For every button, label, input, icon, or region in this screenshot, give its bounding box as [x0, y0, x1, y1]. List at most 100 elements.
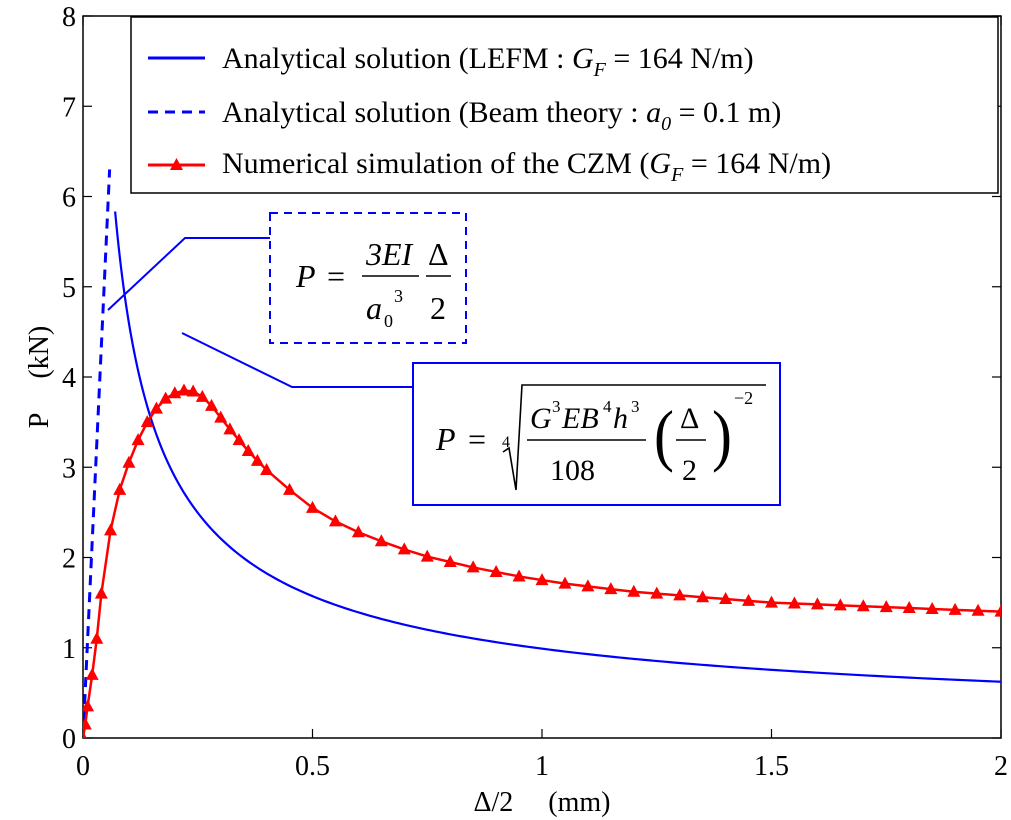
czm-marker [650, 586, 664, 599]
y-tick-label: 1 [62, 634, 76, 665]
beam-formula-eq: = [327, 258, 345, 294]
czm-marker [283, 482, 297, 495]
czm-marker [131, 433, 145, 446]
czm-marker [397, 542, 411, 555]
beam-formula-den-a: a [366, 290, 382, 326]
lefm-formula-two: 2 [682, 454, 697, 487]
y-tick-label: 7 [62, 92, 76, 123]
beam-formula-den-sub: 0 [384, 311, 393, 331]
series-beam-line [83, 169, 112, 738]
beam-formula-two: 2 [430, 290, 446, 326]
y-tick-label: 3 [62, 453, 76, 484]
lefm-formula-lparen: ( [654, 396, 674, 474]
czm-marker [420, 549, 434, 562]
y-tick-label: 4 [62, 363, 76, 394]
czm-marker [535, 573, 549, 586]
czm-marker [787, 596, 801, 609]
legend-label-lefm: Analytical solution (LEFM : GF = 164 N/m… [222, 42, 754, 81]
czm-marker [925, 601, 939, 614]
y-tick-label: 0 [62, 724, 76, 755]
beam-formula-box: P = 3EI a 0 3 Δ 2 [269, 212, 467, 344]
czm-marker [673, 588, 687, 601]
czm-marker [159, 391, 173, 404]
czm-marker [223, 422, 237, 435]
czm-marker [374, 534, 388, 547]
legend-label-czm-tail: = 164 N/m) [683, 147, 831, 180]
czm-marker [177, 383, 191, 396]
czm-marker [232, 433, 246, 446]
czm-marker [994, 604, 1001, 617]
legend-label-beam-main: Analytical solution (Beam theory : [222, 96, 646, 129]
x-axis-label: Δ/2 (mm) [474, 787, 611, 818]
czm-marker [85, 667, 99, 680]
y-axis-label: P (kN) [24, 326, 55, 428]
czm-marker [195, 389, 209, 402]
czm-marker [83, 731, 87, 738]
legend-swatch-czm-marker [170, 158, 183, 170]
y-tick-label: 6 [62, 183, 76, 214]
czm-marker [810, 597, 824, 610]
czm-marker [948, 602, 962, 615]
lefm-leader-line [181, 332, 413, 388]
beam-leader-line [107, 237, 270, 311]
czm-marker [94, 586, 108, 599]
legend-label-czm-sub: F [670, 164, 684, 186]
lefm-formula-b-exp: 4 [603, 397, 612, 416]
czm-marker [604, 582, 618, 595]
legend-label-czm: Numerical simulation of the CZM (GF = 16… [222, 147, 831, 186]
beam-formula-delta: Δ [428, 236, 449, 272]
lefm-formula-delta: Δ [680, 402, 699, 435]
czm-marker [241, 444, 255, 457]
czm-marker [149, 401, 163, 414]
czm-marker [328, 514, 342, 527]
czm-marker [140, 415, 154, 428]
legend-box [130, 16, 999, 194]
czm-marker [856, 599, 870, 612]
legend-label-beam-tail: = 0.1 m) [671, 96, 781, 129]
legend-label-lefm-sym: G [572, 42, 594, 75]
czm-marker [466, 560, 480, 573]
x-ticks: 0 0.5 1 1.5 2 [76, 16, 1008, 782]
x-tick-label: 0.5 [295, 751, 330, 782]
czm-marker [581, 579, 595, 592]
czm-marker [833, 598, 847, 611]
czm-marker [250, 453, 264, 466]
czm-marker [558, 576, 572, 589]
czm-marker [719, 592, 733, 605]
legend: Analytical solution (LEFM : GF = 164 N/m… [130, 16, 999, 194]
czm-marker [489, 564, 503, 577]
legend-label-lefm-main: Analytical solution (LEFM : [222, 42, 572, 75]
czm-marker [696, 590, 710, 603]
lefm-formula-root-index: 4 [502, 434, 510, 451]
czm-marker [122, 455, 136, 468]
czm-marker [627, 584, 641, 597]
legend-label-beam-sub: 0 [661, 113, 671, 135]
series-layer [83, 169, 1001, 738]
legend-label-czm-sym: G [649, 147, 671, 180]
czm-marker [186, 384, 200, 397]
legend-label-czm-main: Numerical simulation of the CZM ( [222, 147, 649, 180]
x-tick-label: 1.5 [754, 751, 789, 782]
y-tick-label: 5 [62, 273, 76, 304]
legend-entry-czm: Numerical simulation of the CZM (GF = 16… [148, 147, 831, 186]
lefm-formula-h-exp: 3 [631, 397, 640, 416]
lefm-formula-exponent: −2 [734, 388, 753, 408]
lefm-formula-h: h [613, 402, 628, 435]
lefm-formula-eq: = [468, 421, 486, 457]
czm-marker [306, 500, 319, 513]
x-tick-label: 0 [76, 751, 90, 782]
lefm-formula-p: P [435, 421, 456, 457]
legend-label-beam: Analytical solution (Beam theory : a0 = … [222, 96, 781, 135]
radical-sign [502, 384, 766, 491]
legend-label-lefm-tail: = 164 N/m) [606, 42, 754, 75]
czm-marker [971, 603, 985, 616]
legend-entry-beam: Analytical solution (Beam theory : a0 = … [148, 96, 781, 135]
czm-marker [351, 525, 365, 538]
legend-label-lefm-sub: F [593, 59, 607, 81]
x-tick-label: 1 [535, 751, 549, 782]
czm-marker [742, 593, 756, 606]
y-tick-label: 2 [62, 544, 76, 575]
x-tick-label: 2 [994, 751, 1008, 782]
